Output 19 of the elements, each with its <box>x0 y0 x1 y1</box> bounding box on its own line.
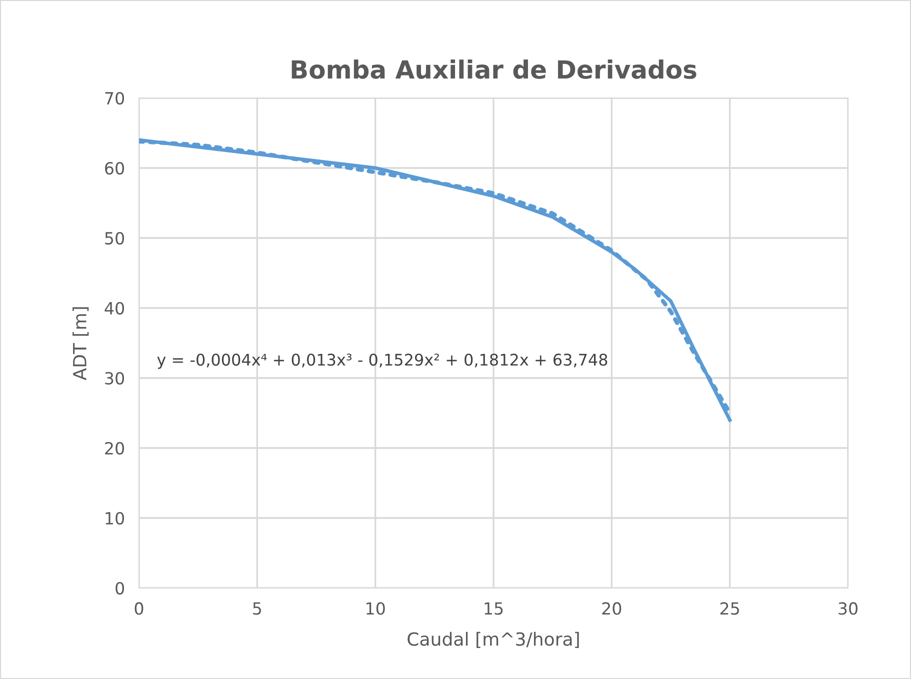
x-tick-label: 15 <box>484 602 503 615</box>
y-tick-label: 10 <box>106 512 124 525</box>
x-tick-label: 20 <box>602 602 622 615</box>
annotation: y = -0,0004x⁴ + 0,013x³ - 0,1529x² + 0,1812x + 63,748 <box>157 354 608 369</box>
x-axis-title: Caudal [m^3/hora] <box>408 632 579 648</box>
y-tick-label: 70 <box>105 92 124 105</box>
x-tick-label: 0 <box>134 602 144 615</box>
x-tick-label: 5 <box>253 602 262 615</box>
y-tick-label: 40 <box>104 302 124 315</box>
y-tick-label: 50 <box>105 232 124 245</box>
x-tick-label: 10 <box>366 602 385 615</box>
y-tick-label: 20 <box>105 442 124 455</box>
x-tick-label: 25 <box>720 602 739 615</box>
y-axis-title: ADT [m] <box>72 307 89 380</box>
y-tick-label: 0 <box>116 582 124 595</box>
chart-title: Bomba Auxiliar de Derivados <box>292 60 696 79</box>
y-tick-label: 60 <box>105 162 124 175</box>
y-tick-label: 30 <box>105 372 124 385</box>
x-tick-label: 30 <box>838 602 858 615</box>
